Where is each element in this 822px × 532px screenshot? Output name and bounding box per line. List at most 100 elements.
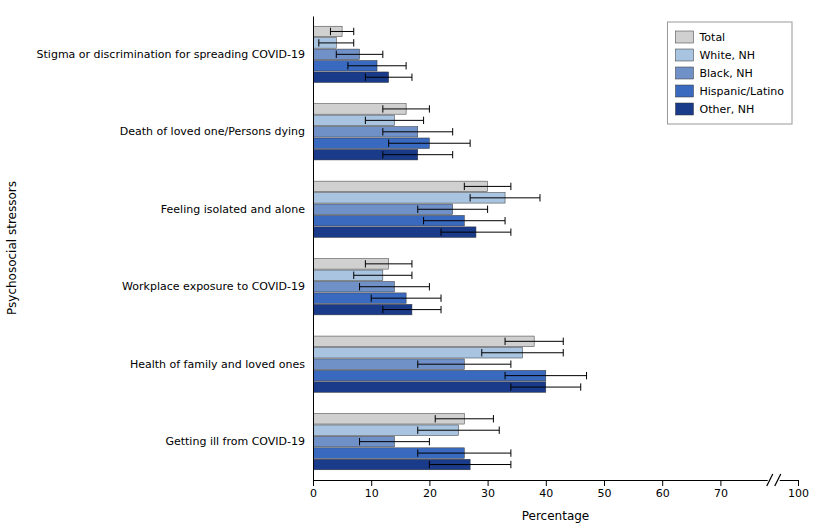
bar xyxy=(313,336,534,347)
tick-label: 30 xyxy=(481,487,495,500)
error-bar xyxy=(505,372,586,379)
tick-mark xyxy=(313,480,314,486)
tick: 70 xyxy=(714,480,728,500)
tick-label: Stigma or discrimination for spreading C… xyxy=(37,48,305,61)
error-bar xyxy=(482,349,563,356)
chart: 0 10 20 30 40 50 60 70 100 Getting ill from COVID… xyxy=(0,0,822,532)
legend-swatch xyxy=(675,31,693,43)
tick: Health of family and loved ones xyxy=(130,358,313,371)
error-bar xyxy=(435,415,493,422)
x-axis: 0 10 20 30 40 50 60 70 100 xyxy=(310,480,809,500)
error-bar xyxy=(354,272,412,279)
tick: Workplace exposure to COVID-19 xyxy=(122,280,313,293)
error-bar xyxy=(360,283,430,290)
error-bar xyxy=(371,294,441,301)
legend-label: Black, NH xyxy=(699,67,752,80)
error-bar xyxy=(429,461,510,468)
tick-label: 70 xyxy=(714,487,728,500)
legend-swatch xyxy=(675,49,693,61)
error-bar xyxy=(389,140,470,147)
tick-label: Workplace exposure to COVID-19 xyxy=(122,280,305,293)
tick: 10 xyxy=(365,480,379,500)
error-bar xyxy=(424,217,505,224)
legend-label: Total xyxy=(698,31,725,44)
error-bar xyxy=(360,438,430,445)
error-bar xyxy=(383,151,453,158)
tick-mark xyxy=(720,480,721,486)
tick-label: 100 xyxy=(788,487,809,500)
legend-item: White, NH xyxy=(675,49,754,62)
tick-mark xyxy=(662,480,663,486)
tick: 50 xyxy=(598,480,612,500)
plot: 0 10 20 30 40 50 60 70 100 Getting ill from COVID… xyxy=(37,17,809,524)
tick-label: 10 xyxy=(365,487,379,500)
tick: 60 xyxy=(656,480,670,500)
tick: 0 xyxy=(310,480,317,500)
tick-mark xyxy=(604,480,605,486)
error-bar xyxy=(330,28,353,35)
error-bar xyxy=(365,260,412,267)
error-bar xyxy=(441,228,511,235)
tick-mark xyxy=(488,480,489,486)
series xyxy=(313,61,587,459)
error-bar xyxy=(505,338,563,345)
error-bar xyxy=(319,39,354,46)
legend-label: White, NH xyxy=(699,49,754,62)
bar xyxy=(313,181,488,192)
legend-item: Black, NH xyxy=(675,67,752,80)
legend-label: Hispanic/Latino xyxy=(699,85,784,98)
x-axis-title: Percentage xyxy=(522,509,590,523)
error-bar xyxy=(464,183,511,190)
error-bar xyxy=(336,51,383,58)
tick-label: Death of loved one/Persons dying xyxy=(120,125,305,138)
tick-mark xyxy=(546,480,547,486)
error-bar xyxy=(470,194,540,201)
legend-swatch xyxy=(675,103,693,115)
error-bar xyxy=(348,62,406,69)
tick: 20 xyxy=(423,480,437,500)
tick-label: Health of family and loved ones xyxy=(130,358,305,371)
tick: Feeling isolated and alone xyxy=(161,203,313,216)
tick: Getting ill from COVID-19 xyxy=(165,435,313,448)
error-bar xyxy=(365,117,423,124)
axis-line xyxy=(313,17,314,481)
legend-swatch xyxy=(675,67,693,79)
tick-label: 60 xyxy=(656,487,670,500)
legend-swatch xyxy=(675,85,693,97)
tick-label: 0 xyxy=(310,487,317,500)
error-bar xyxy=(418,427,499,434)
tick: 100 xyxy=(788,480,809,500)
legend-item: Hispanic/Latino xyxy=(675,85,784,98)
tick: 30 xyxy=(481,480,495,500)
legend-item: Other, NH xyxy=(675,103,754,116)
tick-label: Getting ill from COVID-19 xyxy=(165,435,305,448)
tick: Death of loved one/Persons dying xyxy=(120,125,313,138)
tick-label: Feeling isolated and alone xyxy=(161,203,305,216)
tick-label: 50 xyxy=(598,487,612,500)
error-bar xyxy=(383,128,453,135)
tick-mark xyxy=(798,480,799,486)
series xyxy=(313,26,563,424)
tick: 40 xyxy=(539,480,553,500)
error-bar xyxy=(418,449,511,456)
legend-frame xyxy=(667,22,792,124)
error-bar xyxy=(383,306,441,313)
tick-mark xyxy=(371,480,372,486)
tick: Stigma or discrimination for spreading C… xyxy=(37,48,313,61)
series xyxy=(313,72,581,470)
axis-break-line xyxy=(775,474,781,486)
error-bar xyxy=(511,383,581,390)
axis-break xyxy=(767,474,781,486)
error-bar xyxy=(383,105,430,112)
legend-label: Other, NH xyxy=(699,103,754,116)
error-bar xyxy=(365,74,412,81)
axis-line xyxy=(314,481,799,487)
tick-mark xyxy=(429,480,430,486)
tick-label: 40 xyxy=(539,487,553,500)
error-bar xyxy=(418,206,488,213)
legend-item: Total xyxy=(675,31,725,44)
y-axis-title: Psychosocial stressors xyxy=(5,181,19,315)
marks xyxy=(313,26,587,470)
legend: Total White, NH Black, NH Hispanic/Latino Ot… xyxy=(667,22,792,124)
axis-break-line xyxy=(767,474,773,486)
